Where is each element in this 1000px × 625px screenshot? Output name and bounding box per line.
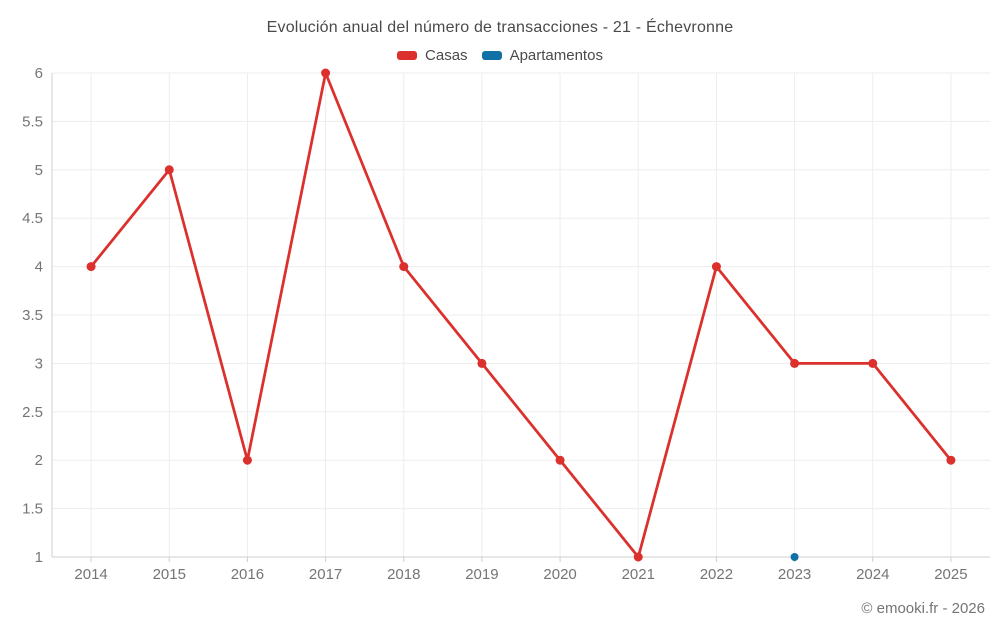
legend: Casas Apartamentos	[0, 47, 1000, 64]
legend-label-apartamentos: Apartamentos	[509, 47, 603, 64]
legend-item-casas[interactable]: Casas	[397, 47, 468, 64]
data-point-casas-2021[interactable]	[633, 552, 643, 562]
data-point-casas-2023[interactable]	[790, 358, 800, 368]
y-axis-label: 5	[35, 162, 43, 179]
x-axis-label: 2014	[74, 566, 107, 583]
series-apartamentos	[790, 553, 799, 561]
y-axis-label: 3.5	[22, 307, 43, 324]
x-axis-label: 2025	[934, 566, 967, 583]
y-axis-label: 1.5	[22, 501, 43, 518]
x-axis-label: 2017	[309, 566, 342, 583]
x-axis-label: 2020	[543, 566, 576, 583]
data-point-casas-2024[interactable]	[868, 358, 878, 368]
x-axis-label: 2018	[387, 566, 420, 583]
y-axis-labels: 1 1.5 2 2.5 3 3.5 4 4.5 5 5.5 6	[22, 65, 43, 566]
x-axis-label: 2022	[700, 566, 733, 583]
x-axis-label: 2015	[153, 566, 186, 583]
x-axis-label: 2021	[622, 566, 655, 583]
chart-title: Evolución anual del número de transaccio…	[266, 19, 734, 36]
legend-label-casas: Casas	[425, 47, 468, 64]
copyright: © emooki.fr - 2026	[861, 600, 985, 617]
y-axis-label: 2.5	[22, 404, 43, 421]
y-axis-label: 4	[35, 259, 43, 276]
y-axis-label: 2	[35, 452, 43, 469]
y-axis-label: 5.5	[22, 113, 43, 130]
x-axis-label: 2016	[231, 566, 264, 583]
data-point-casas-2022[interactable]	[711, 262, 721, 272]
y-axis-label: 6	[35, 65, 43, 82]
data-point-casas-2016[interactable]	[242, 455, 252, 465]
data-point-casas-2018[interactable]	[399, 262, 409, 272]
legend-swatch-casas	[397, 51, 418, 60]
series-casas	[86, 68, 956, 562]
x-axis-ticks	[90, 557, 952, 562]
data-point-casas-2017[interactable]	[321, 68, 331, 78]
data-point-casas-2020[interactable]	[555, 455, 565, 465]
y-axis-label: 3	[35, 355, 43, 372]
data-point-casas-2019[interactable]	[477, 358, 487, 368]
x-axis-label: 2024	[856, 566, 889, 583]
axes	[51, 73, 990, 558]
legend-swatch-apartamentos	[481, 51, 502, 60]
y-axis-label: 4.5	[22, 210, 43, 227]
horizontal-gridlines	[52, 72, 990, 558]
data-point-apartamentos-2023[interactable]	[790, 553, 799, 561]
data-point-casas-2015[interactable]	[164, 165, 174, 175]
y-axis-label: 1	[35, 549, 43, 566]
x-axis-labels: 2014 2015 2016 2017 2018 2019 2020 2021 2022 2023…	[74, 566, 967, 583]
data-point-casas-2014[interactable]	[86, 262, 96, 272]
legend-item-apartamentos[interactable]: Apartamentos	[481, 47, 603, 64]
data-point-casas-2025[interactable]	[946, 455, 956, 465]
x-axis-label: 2023	[778, 566, 811, 583]
x-axis-label: 2019	[465, 566, 498, 583]
series-line-casas	[89, 71, 953, 559]
